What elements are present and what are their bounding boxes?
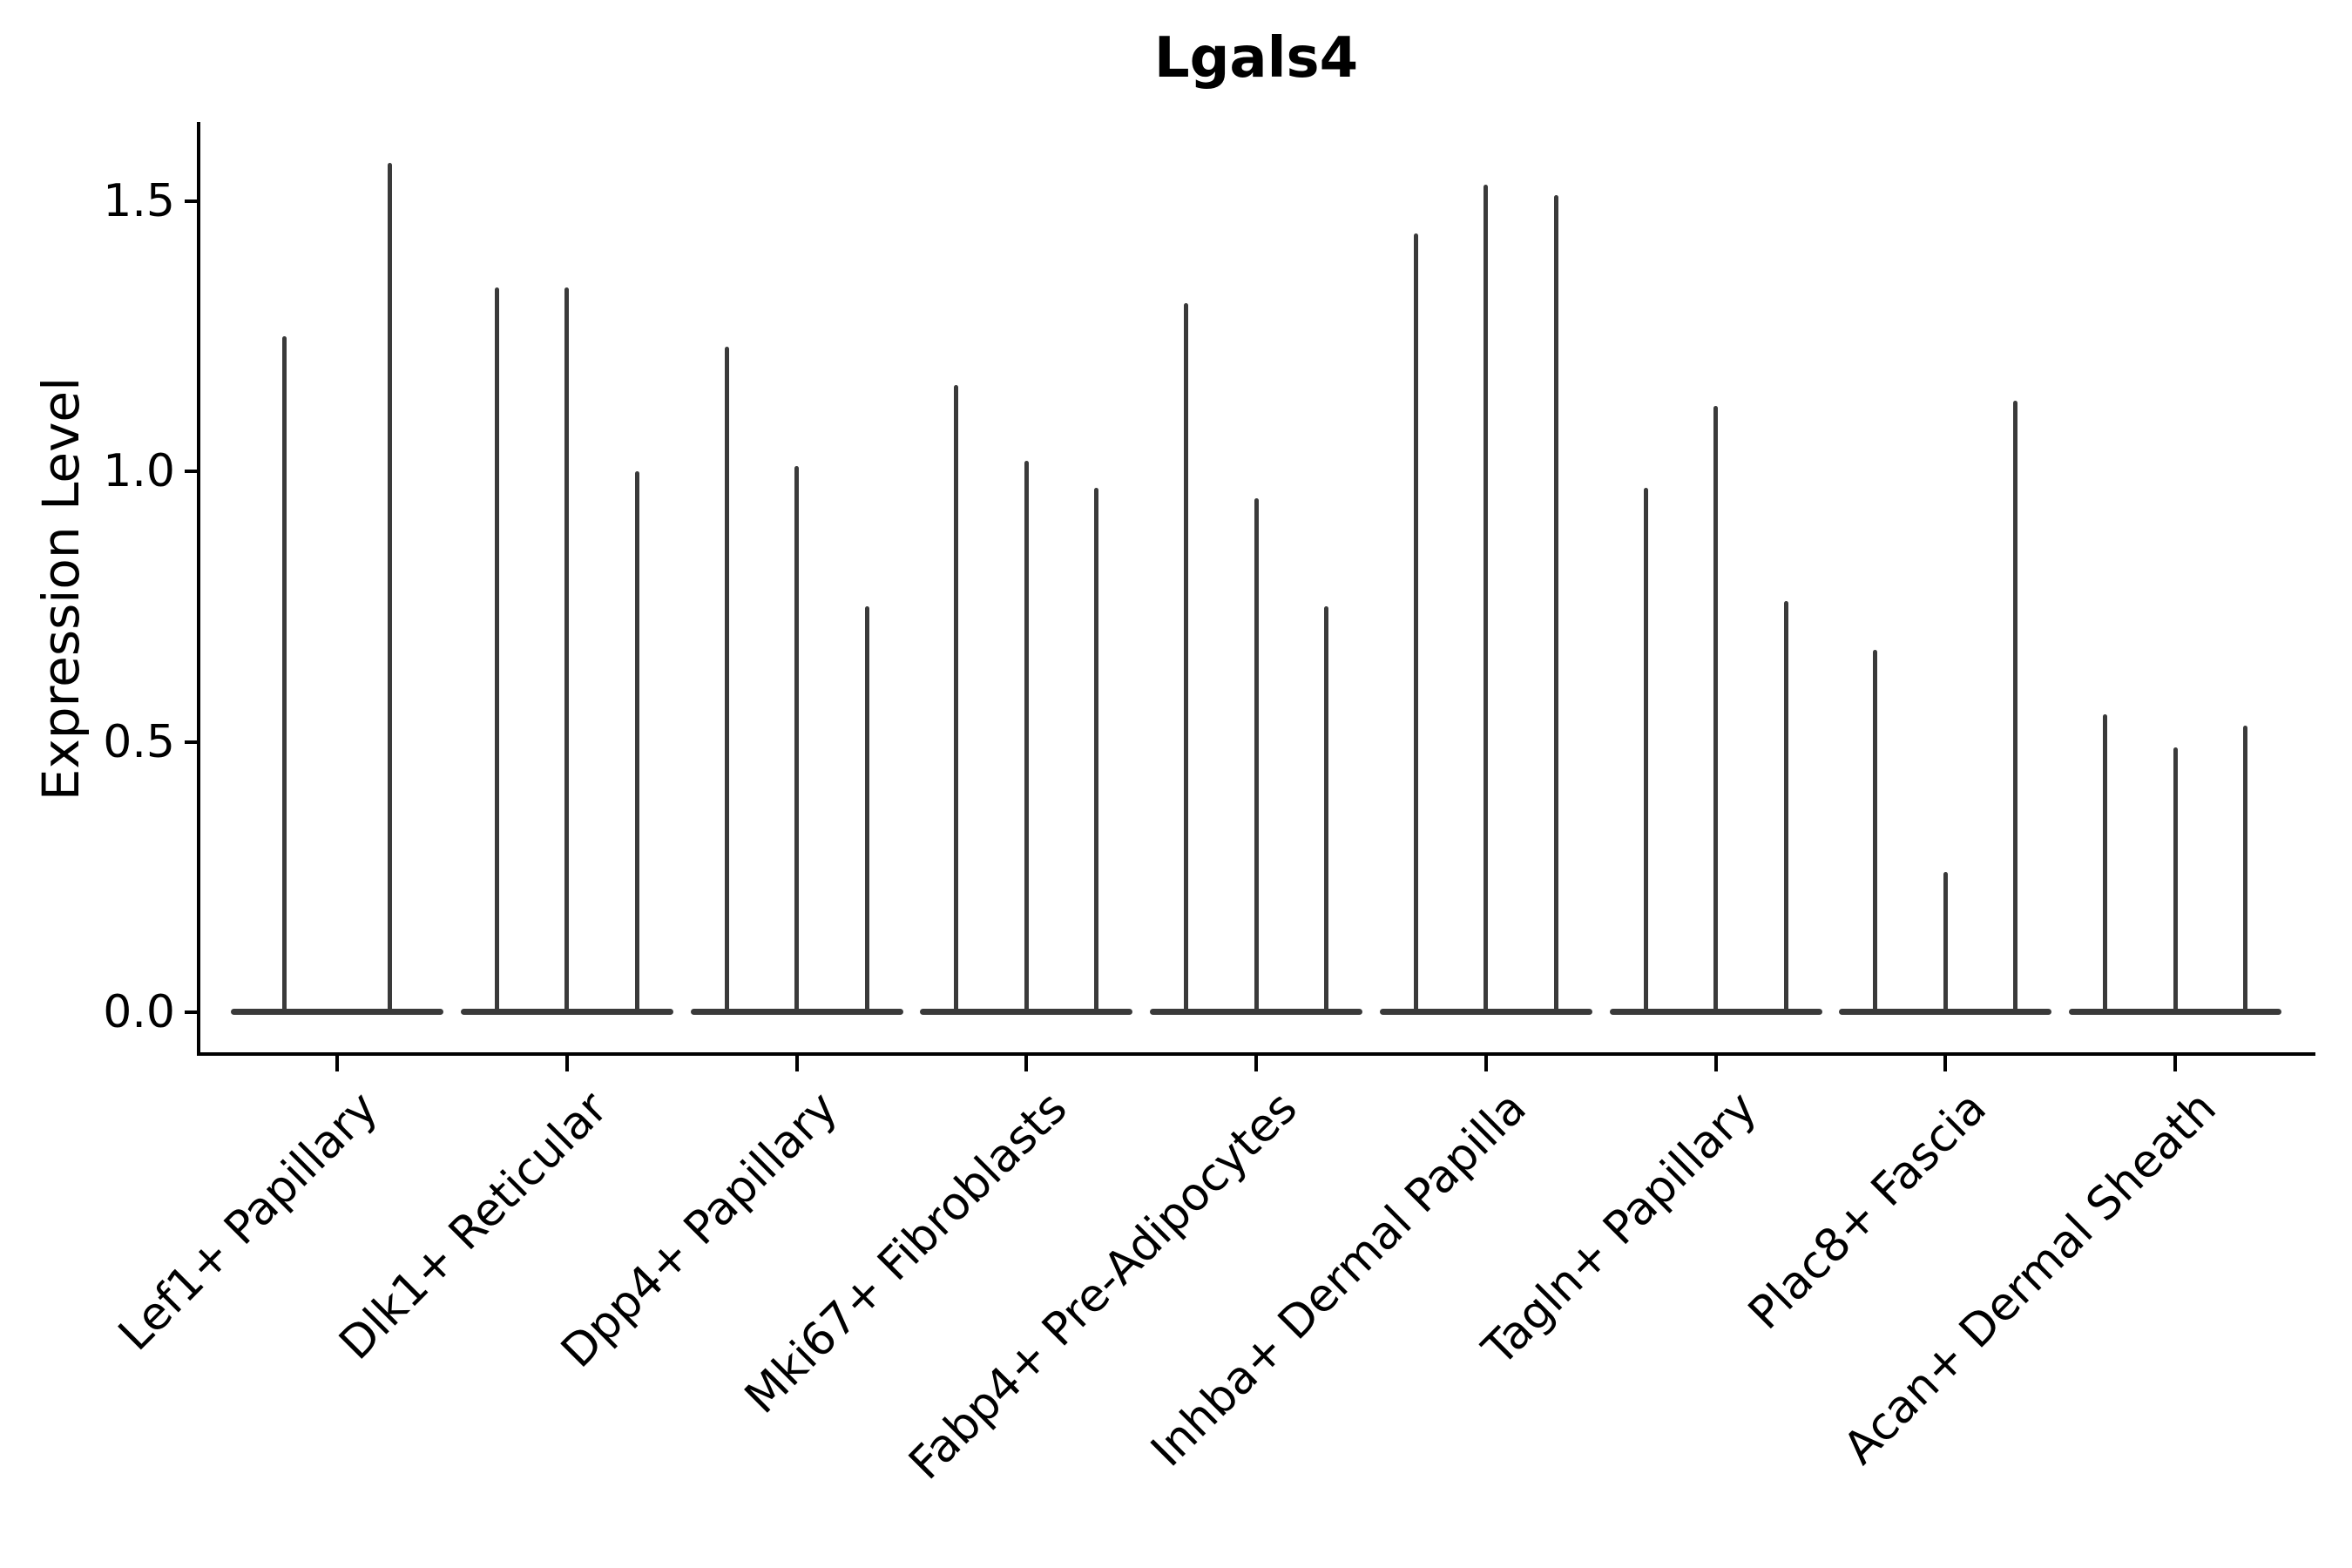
violin-spike xyxy=(1324,606,1328,1015)
y-axis-spine xyxy=(197,122,200,1056)
violin-spike xyxy=(1643,488,1648,1015)
y-tick-mark xyxy=(185,470,197,473)
violin-spike xyxy=(564,287,570,1015)
violin-spike xyxy=(494,287,499,1015)
chart-title: Lgals4 xyxy=(1153,26,1359,91)
y-tick-mark xyxy=(185,740,197,744)
violin-spike xyxy=(794,466,799,1015)
x-tick-mark xyxy=(1713,1056,1718,1071)
x-tick-mark xyxy=(1254,1056,1258,1071)
x-tick-label: Plac8+ Fascia xyxy=(1738,1082,1997,1340)
x-tick-label: Inhba+ Dermal Papilla xyxy=(1141,1082,1538,1477)
violin-spike xyxy=(2013,401,2018,1015)
x-tick-mark xyxy=(564,1056,569,1071)
violin-spike xyxy=(1553,195,1558,1015)
violin-spike xyxy=(1484,185,1489,1015)
y-axis-title: Expression Level xyxy=(31,376,91,801)
x-tick-label: Fabp4+ Pre-Adipocytes xyxy=(899,1082,1308,1490)
y-tick-label: 1.0 xyxy=(103,445,175,497)
violin-spike xyxy=(1783,601,1788,1015)
violin-spike xyxy=(864,606,869,1015)
x-tick-mark xyxy=(1024,1056,1029,1071)
violin-spike xyxy=(2103,714,2107,1015)
violin-spike xyxy=(1024,461,1029,1015)
x-tick-label: Acan+ Dermal Sheath xyxy=(1833,1082,2227,1475)
violin-spike xyxy=(1873,650,1878,1015)
violin-spike xyxy=(1254,498,1259,1015)
violin-spike xyxy=(1713,406,1718,1015)
violin-spike xyxy=(724,347,729,1015)
y-tick-label: 1.5 xyxy=(103,174,175,227)
violin-spike xyxy=(2243,726,2247,1015)
violin-spike xyxy=(388,163,392,1015)
x-tick-mark xyxy=(794,1056,799,1071)
x-tick-mark xyxy=(1484,1056,1488,1071)
x-tick-mark xyxy=(2173,1056,2177,1071)
x-axis-spine xyxy=(197,1052,2315,1056)
x-tick-mark xyxy=(335,1056,339,1071)
violin-spike xyxy=(1184,303,1188,1015)
y-tick-mark xyxy=(185,199,197,203)
violin-spike xyxy=(282,336,287,1015)
violin-spike xyxy=(1943,872,1948,1015)
y-tick-mark xyxy=(185,1010,197,1014)
y-tick-label: 0.0 xyxy=(103,986,175,1038)
violin-base xyxy=(231,1009,443,1015)
violin-spike xyxy=(1094,488,1099,1015)
violin-spike xyxy=(634,471,639,1015)
y-tick-label: 0.5 xyxy=(103,715,175,768)
violin-spike xyxy=(1413,233,1418,1015)
violin-spike xyxy=(2173,747,2178,1015)
violin-spike xyxy=(954,385,959,1015)
x-tick-mark xyxy=(1943,1056,1948,1071)
